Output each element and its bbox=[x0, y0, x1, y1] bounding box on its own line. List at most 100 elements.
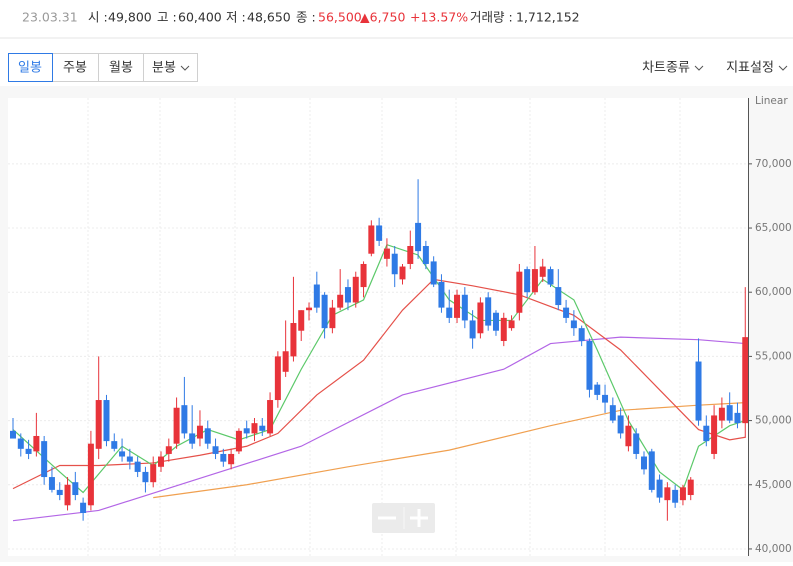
candle-body bbox=[189, 433, 196, 444]
candle-body bbox=[267, 400, 274, 434]
high-value: 60,400 bbox=[178, 10, 222, 25]
y-tick-label: 50,000 bbox=[755, 415, 792, 427]
candle-body bbox=[33, 435, 40, 452]
candle-body bbox=[64, 484, 71, 506]
candle-body bbox=[173, 407, 180, 444]
candle-body bbox=[196, 425, 203, 439]
candle-body bbox=[726, 405, 733, 421]
open-value: 49,800 bbox=[108, 10, 152, 25]
candle-body bbox=[204, 428, 211, 444]
candle-body bbox=[625, 425, 632, 447]
tab[interactable]: 주봉 bbox=[63, 61, 87, 76]
candle-body bbox=[344, 287, 351, 303]
candle-body bbox=[41, 441, 48, 478]
y-tick-label: 65,000 bbox=[755, 222, 792, 234]
candle-body bbox=[282, 351, 289, 372]
candle-body bbox=[103, 400, 110, 442]
candle-body bbox=[306, 307, 313, 311]
candle-body bbox=[594, 384, 601, 395]
candle-body bbox=[399, 266, 406, 280]
open-label: 시 : bbox=[88, 10, 108, 25]
chevron bbox=[778, 65, 788, 71]
h-grid bbox=[8, 163, 748, 550]
candle-body bbox=[360, 263, 367, 288]
candle-body bbox=[516, 271, 523, 313]
change: ▲6,750 bbox=[360, 10, 405, 25]
menu[interactable]: 차트종류 bbox=[642, 61, 690, 76]
candle-body bbox=[578, 328, 585, 341]
candle-body bbox=[25, 448, 32, 454]
candle-body bbox=[679, 487, 686, 501]
candle-body bbox=[126, 456, 133, 462]
candle-body bbox=[17, 438, 24, 449]
candle-body bbox=[454, 294, 461, 318]
candle-body bbox=[602, 394, 609, 403]
candle-body bbox=[383, 248, 390, 259]
candle-body bbox=[142, 471, 149, 483]
candle-body bbox=[111, 441, 118, 449]
scale-label: Linear bbox=[755, 95, 788, 107]
candle-body bbox=[640, 456, 647, 470]
candle-body bbox=[251, 423, 258, 434]
candle-body bbox=[228, 453, 235, 465]
candle-body bbox=[547, 269, 554, 285]
candle-body bbox=[555, 287, 562, 306]
candle-body bbox=[119, 451, 126, 457]
close-label: 종 : bbox=[296, 10, 316, 25]
candle-body bbox=[695, 361, 702, 421]
high-label: 고 : bbox=[157, 10, 177, 25]
y-ticks: 40,000 45,000 50,000 55,000 60,000 65,000 70,0… bbox=[748, 158, 792, 555]
tab[interactable]: 분봉 bbox=[152, 61, 176, 76]
y-tick-label: 40,000 bbox=[755, 543, 792, 555]
candle-body bbox=[313, 284, 320, 308]
tab[interactable]: 일봉 bbox=[18, 61, 42, 76]
candle-body bbox=[664, 487, 671, 501]
candle-body bbox=[150, 464, 157, 483]
candle-body bbox=[703, 425, 710, 442]
candle-body bbox=[687, 479, 694, 496]
candle-body bbox=[212, 446, 219, 454]
candle-body bbox=[376, 225, 383, 241]
candle-body bbox=[95, 400, 102, 449]
menu[interactable]: 지표설정 bbox=[726, 61, 774, 76]
candle-body bbox=[508, 320, 515, 329]
candle-body bbox=[633, 433, 640, 454]
candle-body bbox=[415, 222, 422, 252]
candle-body bbox=[492, 312, 499, 331]
candle-body bbox=[570, 320, 577, 329]
candle-body bbox=[477, 302, 484, 334]
volume: 1,712,152 bbox=[516, 10, 580, 25]
candle-body bbox=[711, 415, 718, 454]
candle-body bbox=[72, 482, 79, 496]
candle-body bbox=[438, 281, 445, 308]
candle-body bbox=[656, 479, 663, 498]
candle-body bbox=[290, 323, 297, 357]
close-value: 56,500 bbox=[318, 10, 362, 25]
candle-body bbox=[368, 225, 375, 254]
candle-body bbox=[87, 443, 94, 506]
candle-body bbox=[298, 310, 305, 331]
candle-body bbox=[181, 405, 188, 434]
candle-body bbox=[220, 453, 227, 462]
candle-body bbox=[134, 461, 141, 472]
tab[interactable]: 월봉 bbox=[109, 61, 133, 76]
candle-body bbox=[430, 261, 437, 285]
candle-body bbox=[235, 430, 242, 452]
candle-body bbox=[524, 269, 531, 293]
volume-label: 거래량 : bbox=[470, 10, 513, 25]
candle-body bbox=[165, 446, 172, 454]
candle-body bbox=[648, 451, 655, 490]
low-label: 저 : bbox=[226, 10, 246, 25]
candle-body bbox=[531, 269, 538, 293]
candles bbox=[10, 179, 749, 521]
candle-body bbox=[10, 430, 16, 439]
candle-body bbox=[500, 317, 507, 341]
candle-body bbox=[469, 320, 476, 339]
candle-body bbox=[80, 502, 87, 513]
candle-body bbox=[352, 276, 359, 303]
chevron bbox=[694, 65, 704, 71]
candle-body bbox=[718, 407, 725, 421]
candle-body bbox=[672, 489, 679, 503]
candle-body bbox=[391, 253, 398, 275]
